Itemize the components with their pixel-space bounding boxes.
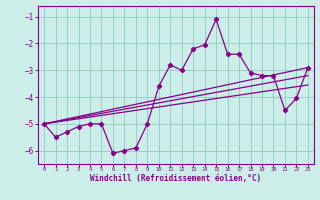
X-axis label: Windchill (Refroidissement éolien,°C): Windchill (Refroidissement éolien,°C) <box>91 174 261 183</box>
